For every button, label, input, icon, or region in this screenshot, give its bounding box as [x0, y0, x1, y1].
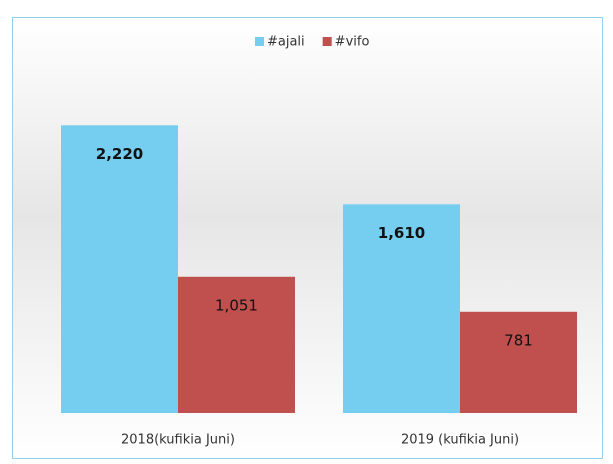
x-tick-label: 2019 (kufikia Juni) [401, 433, 519, 448]
bar [460, 311, 577, 413]
bar [343, 204, 460, 413]
legend-label: #ajali [267, 35, 305, 50]
data-label: 1,051 [215, 296, 258, 314]
legend-swatch [255, 37, 264, 46]
bar [61, 125, 178, 414]
legend-label: #vifo [335, 35, 370, 50]
data-label: 2,220 [96, 145, 143, 163]
bar [178, 276, 295, 413]
data-label: 781 [504, 331, 533, 349]
legend-swatch [322, 37, 332, 46]
x-tick-label: 2018(kufikia Juni) [121, 433, 235, 448]
data-label: 1,610 [378, 224, 425, 242]
